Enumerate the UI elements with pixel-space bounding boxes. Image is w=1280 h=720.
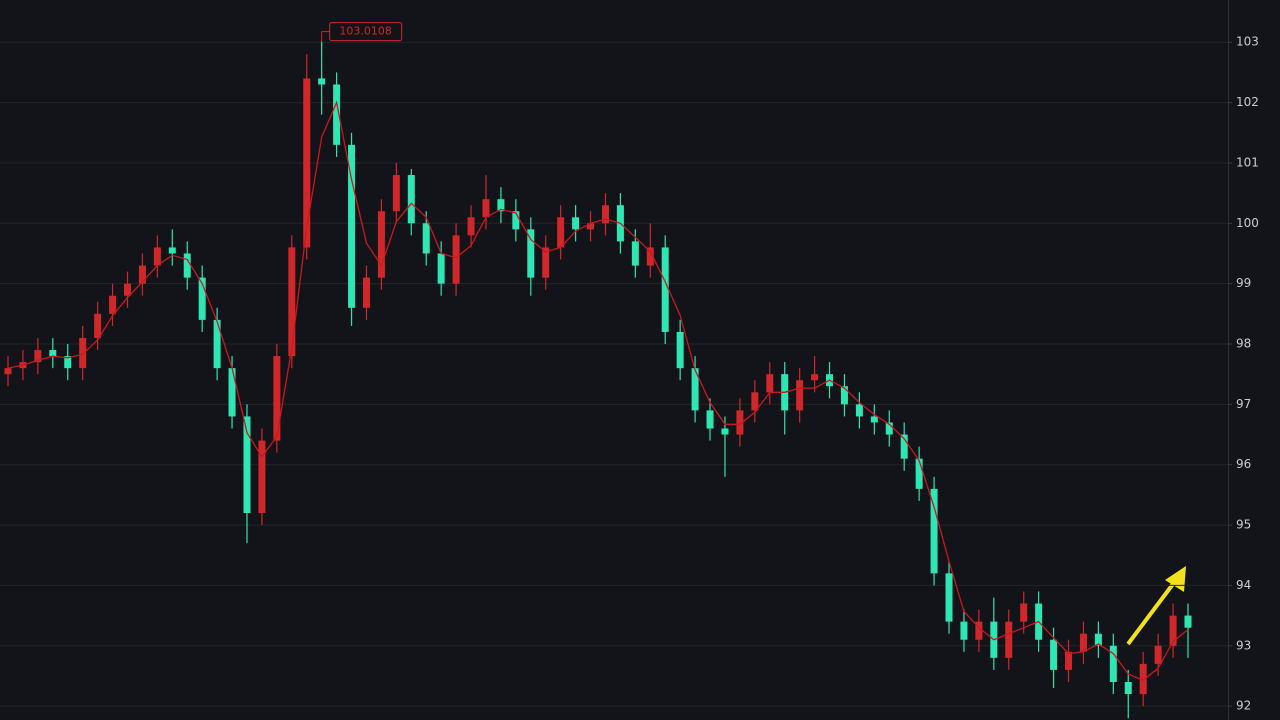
candle-body [333,84,341,145]
candle-body [855,404,863,417]
candle-body [482,199,490,218]
candle-body [362,277,370,308]
candle-body [1094,633,1102,646]
candle-body [512,211,520,230]
y-tick-label: 93 [1236,638,1251,652]
y-tick-label: 100 [1236,216,1259,230]
candle-body [467,217,475,236]
candle-body [153,247,161,266]
candle-body [840,386,848,405]
candle-body [228,368,236,417]
candle-body [930,488,938,574]
candle-body [1139,663,1147,695]
candle-body [706,410,714,429]
candle-body [1154,645,1162,664]
candle-body [1005,621,1013,658]
candle-body [288,247,296,357]
candle-body [811,374,819,381]
candle-body [1020,603,1028,622]
candle-body [497,199,505,212]
candle-body [646,247,654,266]
candle-body [542,247,550,278]
candle-body [168,247,176,254]
arrow-shaft [1126,578,1178,646]
y-tick-label: 99 [1236,276,1251,290]
candle-body [661,247,669,332]
candle-body [437,253,445,284]
candle-body [1050,639,1058,670]
candle-body [766,374,774,393]
max-marker [321,31,330,42]
candle-body [94,313,102,338]
candle-body [691,368,699,411]
candle-body [796,380,804,411]
candle-body [348,144,356,308]
candle-body [49,350,57,357]
candle-body [303,78,311,248]
grid [0,41,1232,707]
candle-body [64,356,72,369]
candle-body [885,422,893,435]
candle-body [392,175,400,212]
y-tick-label: 102 [1236,95,1259,109]
candle-body [273,356,281,441]
y-tick-label: 101 [1236,155,1259,169]
candle-body [736,410,744,435]
y-tick-label: 103 [1236,35,1259,49]
candle-body [109,295,117,314]
candle-body [198,277,206,320]
candle-body [721,428,729,435]
candle-body [587,223,595,230]
max-label: 103.0108 [339,25,392,38]
candle-body [915,458,923,489]
candle-body [870,416,878,423]
candle-body [900,434,908,459]
candle-body [183,253,191,278]
candle-body [527,229,535,278]
candle-body [572,217,580,230]
candle-body [1184,615,1192,628]
candle-body [631,241,639,266]
candle-body [1065,651,1073,670]
candle-body [601,205,609,224]
candle-body [243,416,251,513]
y-tick-label: 95 [1236,518,1251,532]
candle-body [557,217,565,248]
candle-body [1124,681,1132,695]
y-tick-label: 98 [1236,337,1251,351]
candle-body [123,283,131,296]
candle-body [676,331,684,369]
y-tick-label: 94 [1236,578,1251,592]
y-tick-label: 96 [1236,457,1251,471]
candle-body [318,78,326,85]
candle-body [975,621,983,640]
candle-body [945,573,953,622]
candle-body [4,368,12,375]
candle-body [1079,633,1087,652]
y-tick-label: 92 [1236,699,1251,713]
candle-body [422,223,430,254]
candle-body [377,211,385,278]
candle-body [34,350,42,363]
candle-body [1109,645,1117,682]
y-tick-label: 97 [1236,397,1251,411]
candle-body [79,337,87,369]
candle-body [452,235,460,284]
candle-body [407,175,415,224]
candle-body [1169,615,1177,646]
max-label-box [329,22,403,42]
moving-average-line [7,100,1189,681]
candle-body [138,265,146,284]
candle-body [213,319,221,369]
candle-body [751,392,759,411]
candle-body [960,621,968,640]
candle-body [258,440,266,513]
